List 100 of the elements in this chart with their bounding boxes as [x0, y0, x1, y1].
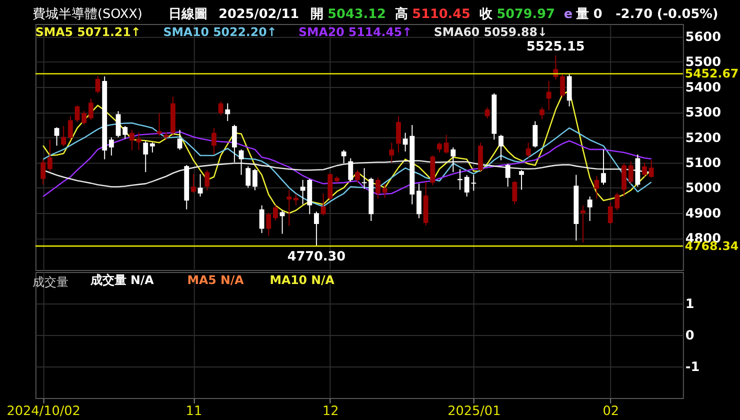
text: 高	[394, 6, 408, 22]
candlestick	[519, 170, 524, 190]
candlestick	[560, 74, 565, 98]
candlestick	[116, 110, 121, 138]
candlestick	[88, 98, 94, 120]
annotation: 4770.30	[287, 249, 346, 264]
candlestick	[444, 134, 449, 154]
text: 5110.45	[412, 7, 470, 22]
candlestick	[320, 193, 326, 216]
candlestick	[143, 140, 148, 173]
text: SMA20 5114.45↑	[298, 24, 412, 39]
x-tick-label: 02	[602, 404, 619, 420]
legend-label: MA5 N/A	[187, 272, 245, 287]
candlestick	[601, 148, 606, 186]
y-tick-label: 5000	[685, 181, 722, 196]
candlestick	[396, 116, 401, 153]
candlestick	[526, 142, 531, 158]
candlestick	[232, 124, 237, 163]
x-tick-label: 2024/10/02	[6, 404, 80, 420]
candlestick	[68, 116, 73, 140]
chart-title: 費城半導體(SOXX)	[32, 7, 142, 22]
text: 2025/02/11	[218, 7, 300, 22]
text: 5043.12	[328, 7, 386, 22]
y-tick-label: 5200	[685, 130, 722, 146]
legend-label: MA10 N/A	[270, 272, 336, 287]
y-tick-label: 0	[685, 328, 694, 344]
text: SMA10 5022.20↑	[163, 24, 277, 39]
text: 5079.97	[496, 7, 555, 22]
candlestick	[450, 146, 456, 173]
ref-line-label: 5452.67	[684, 66, 739, 81]
candlestick	[204, 170, 210, 191]
candlestick	[246, 166, 251, 188]
candlestick	[156, 112, 162, 137]
candlestick	[136, 132, 142, 150]
annotation: 5525.15	[526, 40, 585, 55]
x-tick-label: 12	[322, 404, 339, 420]
text: -2.70 (-0.05%)	[616, 7, 718, 22]
candlestick	[376, 177, 380, 200]
y-tick-label: 5600	[685, 30, 722, 46]
candlestick	[437, 142, 442, 153]
candlestick	[628, 160, 634, 184]
candlestick	[252, 168, 258, 191]
y-tick-label: -1	[685, 360, 700, 375]
candlestick	[355, 170, 360, 184]
legend-label: 成交量 N/A	[89, 272, 155, 287]
chart-title: 成交量	[32, 274, 68, 289]
candlestick	[280, 210, 285, 234]
candlestick	[108, 136, 114, 156]
candlestick	[314, 211, 319, 246]
text: SMA60 5059.88↓	[434, 24, 548, 39]
candlestick	[348, 158, 354, 182]
x-tick-label: 11	[186, 404, 202, 420]
text: 收	[479, 7, 494, 22]
candlestick	[129, 129, 134, 151]
candlestick	[266, 212, 272, 236]
candlestick	[150, 142, 155, 153]
candlestick	[238, 148, 244, 176]
candlestick	[642, 162, 647, 177]
y-tick-label: 5100	[685, 156, 722, 171]
candlestick	[198, 174, 203, 198]
candlestick	[286, 189, 292, 226]
candlestick	[498, 134, 504, 161]
candlestick	[546, 80, 552, 111]
candlestick	[594, 175, 600, 200]
candlestick	[177, 129, 182, 150]
y-tick-label: 4900	[685, 206, 722, 222]
candlestick	[95, 76, 100, 94]
candlestick	[211, 128, 216, 155]
y-tick-label: 1	[685, 296, 694, 312]
text: e	[564, 7, 573, 22]
candlestick	[382, 183, 388, 198]
candlestick	[259, 204, 264, 234]
candlestick	[61, 126, 66, 147]
candlestick	[82, 110, 87, 126]
candlestick	[54, 126, 60, 146]
y-tick-label: 5300	[685, 106, 722, 121]
y-tick-label: 5400	[685, 80, 722, 96]
candlestick	[648, 159, 654, 178]
text: 開	[310, 7, 324, 22]
candlestick	[40, 158, 46, 186]
candlestick	[532, 120, 538, 148]
candlestick	[272, 204, 278, 221]
candlestick	[512, 180, 518, 205]
candlestick	[416, 183, 422, 219]
candlestick	[587, 196, 592, 222]
candlestick	[190, 174, 196, 194]
candlestick	[580, 204, 586, 244]
text: 日線圖	[168, 7, 208, 22]
text: 量 0	[574, 7, 602, 22]
candlestick	[225, 102, 230, 122]
candlestick	[47, 139, 52, 172]
candlestick	[484, 106, 490, 119]
candlestick	[341, 149, 346, 164]
x-tick-label: 2025/01	[448, 404, 501, 420]
candlestick	[389, 142, 394, 163]
candlestick	[293, 194, 298, 206]
candlestick	[505, 163, 510, 188]
candlestick	[540, 106, 544, 120]
text: SMA5 5071.21↑	[35, 24, 141, 39]
candlestick	[122, 126, 128, 140]
